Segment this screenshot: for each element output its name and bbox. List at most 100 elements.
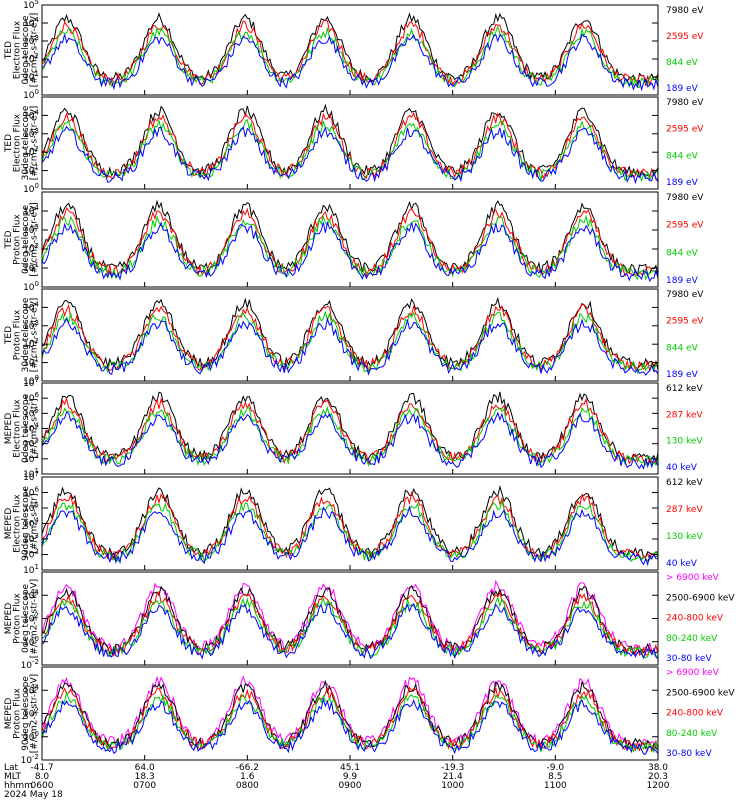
- series-8-3: [41, 686, 659, 753]
- y-tick-label: 104: [23, 108, 39, 121]
- x-tick-hhmm: 1200: [647, 781, 670, 791]
- y-tick-label: 102: [23, 52, 39, 65]
- series-5-3: [41, 405, 659, 468]
- series-2-3: [41, 118, 659, 183]
- legend-entry: 40 keV: [666, 559, 698, 569]
- series-3-3: [41, 214, 659, 281]
- series-4-2: [41, 303, 659, 372]
- y-tick-label: 104: [23, 588, 39, 601]
- legend-entry: 2500-6900 keV: [666, 688, 735, 698]
- legend-entry: 2500-6900 keV: [666, 593, 735, 603]
- x-tick-hhmm: 0800: [236, 781, 259, 791]
- y-tick-label: 101: [23, 563, 39, 576]
- y-tick-label: 101: [23, 164, 39, 177]
- y-tick-label: 107: [23, 376, 39, 389]
- y-tick-label: 105: [23, 406, 39, 419]
- y-tick-label: 102: [23, 452, 39, 465]
- y-axis-label: MEPEDElectron Flux0deg telescope[#/cm2-s…: [4, 394, 40, 464]
- x-date-label: 2024 May 18: [4, 790, 63, 800]
- legend-entry: 844 eV: [666, 58, 699, 68]
- legend-entry: 7980 eV: [666, 6, 704, 16]
- legend-entry: 2595 eV: [666, 125, 704, 135]
- y-tick-label: 103: [23, 127, 39, 140]
- x-tick-mlt: 21.4: [443, 772, 463, 782]
- legend-entry: 844 eV: [666, 151, 699, 161]
- series-5-4: [41, 411, 659, 470]
- legend-entry: 189 eV: [666, 84, 699, 94]
- legend-entry: 189 eV: [666, 178, 699, 188]
- series-1-2: [41, 19, 659, 87]
- series-6-4: [41, 505, 659, 567]
- series-4-3: [41, 311, 659, 375]
- x-tick-lat: -9.0: [547, 763, 565, 773]
- panel-frame: [41, 571, 659, 666]
- x-tick-mlt: 9.9: [343, 772, 358, 782]
- y-tick-label: 102: [23, 337, 39, 350]
- legend-entry: 80-240 keV: [666, 634, 718, 644]
- y-tick-label: 104: [23, 16, 39, 29]
- legend-entry: 844 eV: [666, 248, 699, 258]
- x-tick-lat: -19.3: [441, 763, 464, 773]
- legend-entry: 844 eV: [666, 343, 699, 353]
- y-tick-label: 10-2: [21, 753, 39, 766]
- y-tick-label: 101: [23, 467, 39, 480]
- legend-entry: > 6900 keV: [666, 668, 720, 678]
- legend-entry: 189 eV: [666, 276, 699, 286]
- y-tick-label: 102: [23, 707, 39, 720]
- panel-frame: [41, 96, 659, 190]
- series-2-2: [41, 112, 659, 181]
- y-tick-label: 100: [23, 280, 39, 293]
- y-tick-label: 10-2: [21, 658, 39, 671]
- panel-frame: [41, 4, 659, 96]
- y-axis-label: MEPEDElectron Flux90deg telescope[#/cm2-…: [4, 486, 40, 561]
- series-2-4: [41, 125, 659, 185]
- legend-entry: 7980 eV: [666, 290, 704, 300]
- legend-entry: 80-240 keV: [666, 729, 718, 739]
- series-6-1: [41, 484, 659, 560]
- series-7-1: [41, 579, 659, 655]
- y-tick-label: 105: [23, 0, 39, 11]
- panel-6: 101 102 103 104 105 106 107 MEPEDElectron Flux9…: [4, 470, 703, 576]
- legend-entry: > 6900 keV: [666, 573, 720, 583]
- x-tick-lat: -66.2: [236, 763, 259, 773]
- x-tick-hhmm: 0600: [31, 781, 54, 791]
- y-tick-label: 103: [23, 34, 39, 47]
- y-tick-label: 102: [23, 548, 39, 561]
- legend-entry: 189 eV: [666, 370, 699, 380]
- legend-entry: 240-800 keV: [666, 614, 724, 624]
- legend-entry: 240-800 keV: [666, 709, 724, 719]
- legend-entry: 30-80 keV: [666, 749, 712, 759]
- series-2-1: [41, 103, 659, 179]
- legend-entry: 287 keV: [666, 505, 703, 515]
- y-tick-label: 100: [23, 88, 39, 101]
- y-tick-label: 103: [23, 319, 39, 332]
- x-row-label-lat: Lat: [4, 763, 19, 773]
- series-1-4: [41, 33, 659, 92]
- y-tick-label: 103: [23, 532, 39, 545]
- x-tick-lat: 45.1: [340, 763, 360, 773]
- panel-1: 100 101 102 103 104 105 TEDElectron Flux0deg t…: [4, 0, 704, 101]
- series-4-4: [41, 316, 659, 376]
- y-tick-label: 104: [23, 683, 39, 696]
- y-tick-label: 104: [23, 204, 39, 217]
- series-7-2: [41, 585, 659, 656]
- y-tick-label: 107: [23, 470, 39, 483]
- legend-entry: 612 keV: [666, 478, 703, 488]
- y-tick-label: 103: [23, 223, 39, 236]
- series-7-3: [41, 591, 659, 657]
- y-tick-label: 101: [23, 261, 39, 274]
- panel-frame: [41, 476, 659, 571]
- series-3-4: [41, 220, 659, 283]
- x-tick-lat: -41.7: [30, 763, 53, 773]
- x-tick-lat: 64.0: [135, 763, 155, 773]
- y-axis-label: TEDProton Flux0deg telescope[#/cm2-s-str…: [4, 202, 40, 277]
- legend-entry: 7980 eV: [666, 193, 704, 203]
- x-tick-mlt: 20.3: [648, 772, 668, 782]
- legend-entry: 2595 eV: [666, 32, 704, 42]
- x-row-label-hhmm: hhmm: [4, 781, 33, 791]
